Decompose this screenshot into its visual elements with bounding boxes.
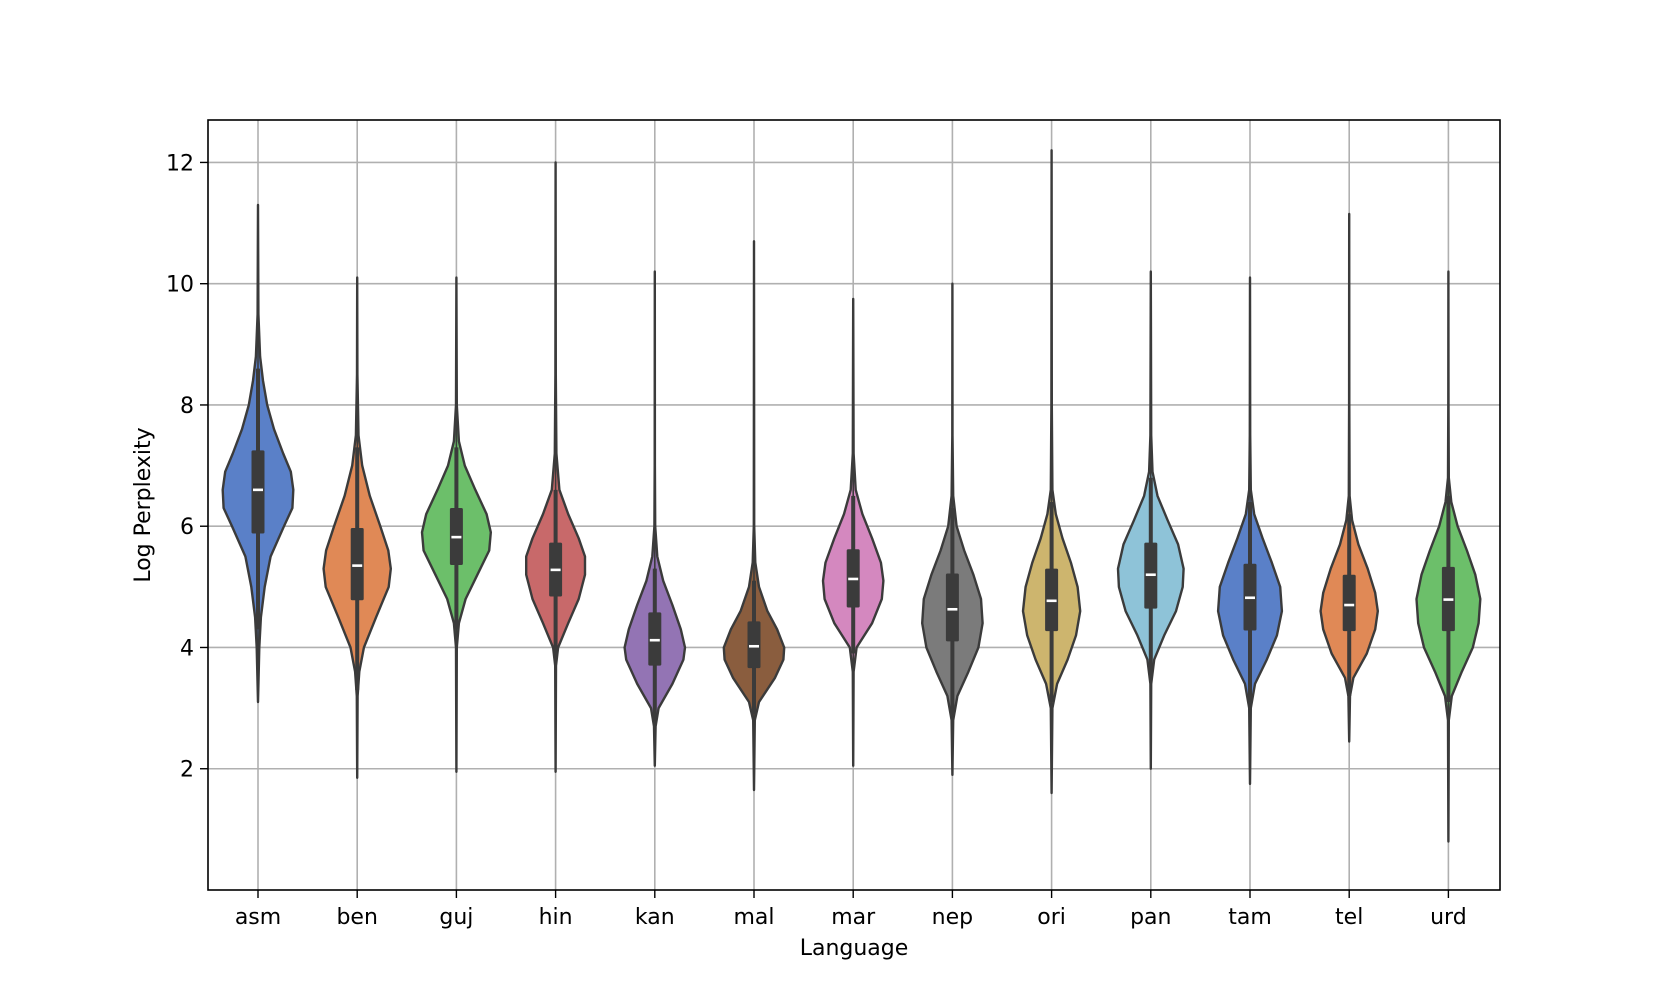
x-tick-label-ben: ben bbox=[336, 905, 377, 930]
violin-iqr-box-mal bbox=[747, 621, 761, 669]
violin-iqr-box-asm bbox=[251, 450, 265, 534]
violins bbox=[221, 149, 1482, 843]
x-tick-label-urd: urd bbox=[1430, 905, 1467, 930]
plot-frame bbox=[207, 119, 1501, 891]
y-tick-label: 8 bbox=[180, 394, 194, 419]
x-tick-label-pan: pan bbox=[1130, 905, 1171, 930]
x-tick-label-mar: mar bbox=[831, 905, 876, 930]
y-tick-label: 4 bbox=[180, 636, 194, 661]
x-tick-label-tel: tel bbox=[1335, 905, 1363, 930]
violin-iqr-box-ben bbox=[350, 528, 364, 601]
y-tick-label: 12 bbox=[166, 151, 194, 176]
x-tick-label-guj: guj bbox=[439, 905, 473, 930]
x-tick-label-ori: ori bbox=[1037, 905, 1066, 930]
violin-iqr-box-tel bbox=[1342, 574, 1356, 632]
x-tick-label-mal: mal bbox=[733, 905, 774, 930]
violin-iqr-box-nep bbox=[945, 573, 959, 642]
y-axis-title: Log Perplexity bbox=[131, 427, 156, 582]
x-axis-title: Language bbox=[800, 936, 909, 961]
y-tick-label: 10 bbox=[166, 273, 194, 298]
x-tick-label-hin: hin bbox=[539, 905, 573, 930]
x-axis-ticks: asm ben guj hin kan mal mar nep ori pan tam tel urd bbox=[235, 890, 1467, 930]
x-tick-label-tam: tam bbox=[1228, 905, 1272, 930]
x-tick-label-kan: kan bbox=[635, 905, 675, 930]
x-tick-label-asm: asm bbox=[235, 905, 281, 930]
y-tick-label: 6 bbox=[180, 515, 194, 540]
y-tick-label: 2 bbox=[180, 758, 194, 783]
y-axis-ticks: 2 4 6 8 10 12 bbox=[166, 151, 208, 783]
x-tick-label-nep: nep bbox=[932, 905, 973, 930]
